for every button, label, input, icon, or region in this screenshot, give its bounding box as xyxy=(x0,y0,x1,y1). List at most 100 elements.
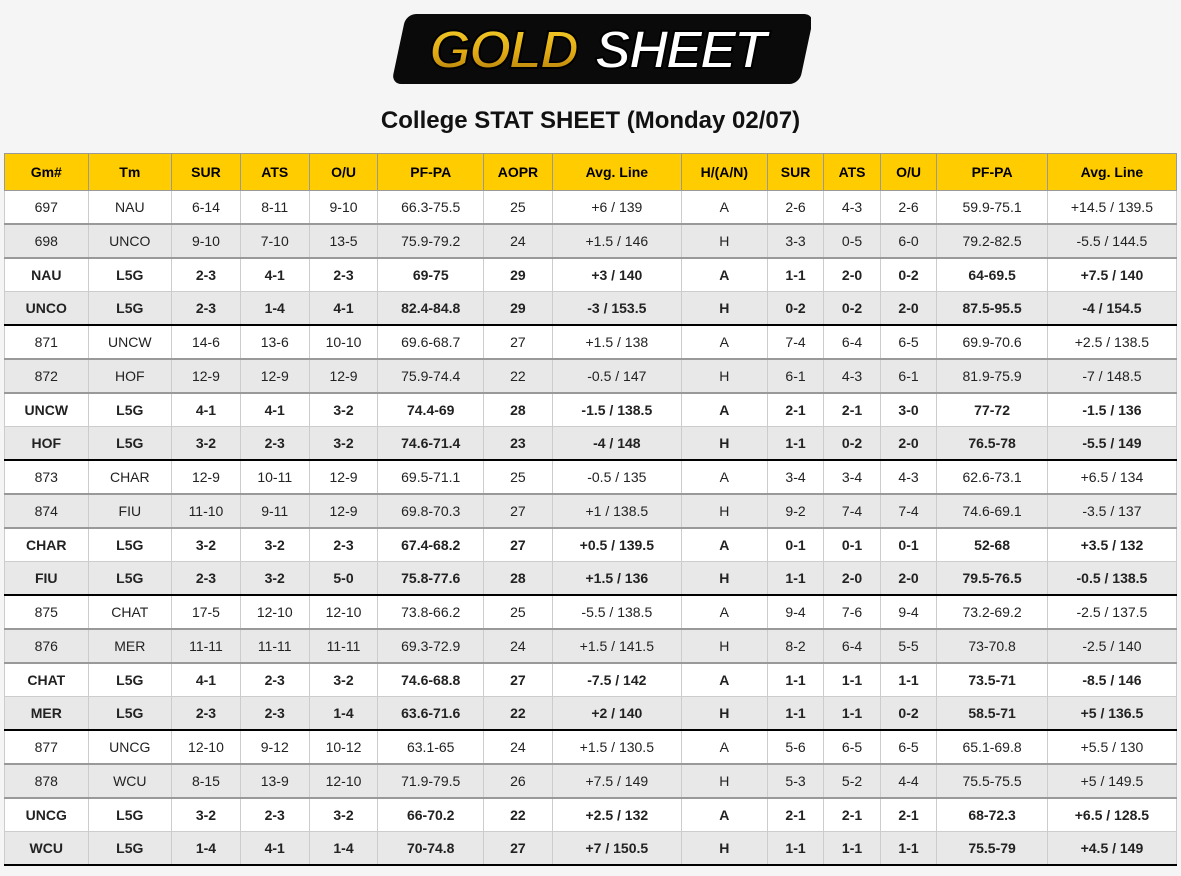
cell: 8-2 xyxy=(767,629,824,663)
cell: 874 xyxy=(5,494,89,528)
cell: 877 xyxy=(5,730,89,764)
cell: 25 xyxy=(484,460,553,494)
cell: 75.8-77.6 xyxy=(378,562,484,596)
cell: 12-9 xyxy=(172,359,241,393)
cell: 63.1-65 xyxy=(378,730,484,764)
cell: FIU xyxy=(88,494,172,528)
col-header: PF-PA xyxy=(937,154,1048,191)
cell: 27 xyxy=(484,325,553,359)
cell: 10-11 xyxy=(240,460,309,494)
cell: 68-72.3 xyxy=(937,798,1048,832)
table-row: CHATL5G4-12-33-274.6-68.827-7.5 / 142A1-… xyxy=(5,663,1177,697)
cell: 9-10 xyxy=(309,191,378,225)
cell: NAU xyxy=(88,191,172,225)
cell: 12-10 xyxy=(172,730,241,764)
cell: L5G xyxy=(88,798,172,832)
cell: -5.5 / 144.5 xyxy=(1047,224,1176,258)
cell: 2-1 xyxy=(767,798,824,832)
cell: +7.5 / 140 xyxy=(1047,258,1176,292)
cell: 69.6-68.7 xyxy=(378,325,484,359)
table-row: 874FIU11-109-1112-969.8-70.327+1 / 138.5… xyxy=(5,494,1177,528)
cell: H xyxy=(681,224,767,258)
cell: -7 / 148.5 xyxy=(1047,359,1176,393)
cell: 12-9 xyxy=(309,359,378,393)
cell: 27 xyxy=(484,528,553,562)
table-row: NAUL5G2-34-12-369-7529+3 / 140A1-12-00-2… xyxy=(5,258,1177,292)
cell: 26 xyxy=(484,764,553,798)
cell: +7 / 150.5 xyxy=(552,832,681,866)
cell: UNCG xyxy=(88,730,172,764)
cell: 0-1 xyxy=(824,528,881,562)
cell: 2-3 xyxy=(172,292,241,326)
cell: 3-2 xyxy=(309,393,378,427)
cell: 17-5 xyxy=(172,595,241,629)
cell: 2-0 xyxy=(824,258,881,292)
cell: 1-4 xyxy=(309,832,378,866)
cell: 82.4-84.8 xyxy=(378,292,484,326)
cell: 4-1 xyxy=(240,393,309,427)
table-row: 876MER11-1111-1111-1169.3-72.924+1.5 / 1… xyxy=(5,629,1177,663)
cell: L5G xyxy=(88,258,172,292)
cell: 66-70.2 xyxy=(378,798,484,832)
cell: 75.9-79.2 xyxy=(378,224,484,258)
cell: -8.5 / 146 xyxy=(1047,663,1176,697)
cell: 77-72 xyxy=(937,393,1048,427)
cell: 6-1 xyxy=(767,359,824,393)
cell: 4-4 xyxy=(880,764,937,798)
cell: 25 xyxy=(484,191,553,225)
cell: 9-10 xyxy=(172,224,241,258)
cell: 74.6-69.1 xyxy=(937,494,1048,528)
cell: 4-1 xyxy=(309,292,378,326)
cell: H xyxy=(681,494,767,528)
cell: 10-12 xyxy=(309,730,378,764)
cell: 4-1 xyxy=(240,832,309,866)
cell: CHAT xyxy=(88,595,172,629)
cell: 24 xyxy=(484,730,553,764)
cell: 75.9-74.4 xyxy=(378,359,484,393)
cell: L5G xyxy=(88,697,172,731)
cell: L5G xyxy=(88,393,172,427)
cell: 11-11 xyxy=(309,629,378,663)
cell: +6.5 / 128.5 xyxy=(1047,798,1176,832)
cell: L5G xyxy=(88,528,172,562)
cell: +1.5 / 141.5 xyxy=(552,629,681,663)
cell: 1-1 xyxy=(767,832,824,866)
cell: 3-2 xyxy=(172,427,241,461)
cell: CHAT xyxy=(5,663,89,697)
cell: 22 xyxy=(484,697,553,731)
cell: UNCO xyxy=(5,292,89,326)
cell: 10-10 xyxy=(309,325,378,359)
cell: 3-2 xyxy=(309,798,378,832)
table-row: UNCGL5G3-22-33-266-70.222+2.5 / 132A2-12… xyxy=(5,798,1177,832)
cell: +0.5 / 139.5 xyxy=(552,528,681,562)
cell: 2-3 xyxy=(240,798,309,832)
cell: +1.5 / 130.5 xyxy=(552,730,681,764)
cell: +1.5 / 136 xyxy=(552,562,681,596)
cell: 1-1 xyxy=(880,832,937,866)
col-header: ATS xyxy=(824,154,881,191)
cell: 872 xyxy=(5,359,89,393)
cell: 22 xyxy=(484,798,553,832)
cell: 9-4 xyxy=(880,595,937,629)
cell: -2.5 / 140 xyxy=(1047,629,1176,663)
cell: 2-3 xyxy=(240,697,309,731)
cell: 29 xyxy=(484,292,553,326)
cell: 3-4 xyxy=(767,460,824,494)
cell: 2-0 xyxy=(880,427,937,461)
cell: +4.5 / 149 xyxy=(1047,832,1176,866)
cell: 58.5-71 xyxy=(937,697,1048,731)
cell: -0.5 / 147 xyxy=(552,359,681,393)
cell: 13-5 xyxy=(309,224,378,258)
cell: 1-1 xyxy=(767,663,824,697)
cell: NAU xyxy=(5,258,89,292)
cell: 0-2 xyxy=(824,427,881,461)
cell: 4-1 xyxy=(240,258,309,292)
cell: 698 xyxy=(5,224,89,258)
cell: 6-4 xyxy=(824,629,881,663)
cell: A xyxy=(681,595,767,629)
col-header: O/U xyxy=(309,154,378,191)
cell: 1-1 xyxy=(767,562,824,596)
cell: 24 xyxy=(484,224,553,258)
cell: -1.5 / 136 xyxy=(1047,393,1176,427)
cell: HOF xyxy=(5,427,89,461)
